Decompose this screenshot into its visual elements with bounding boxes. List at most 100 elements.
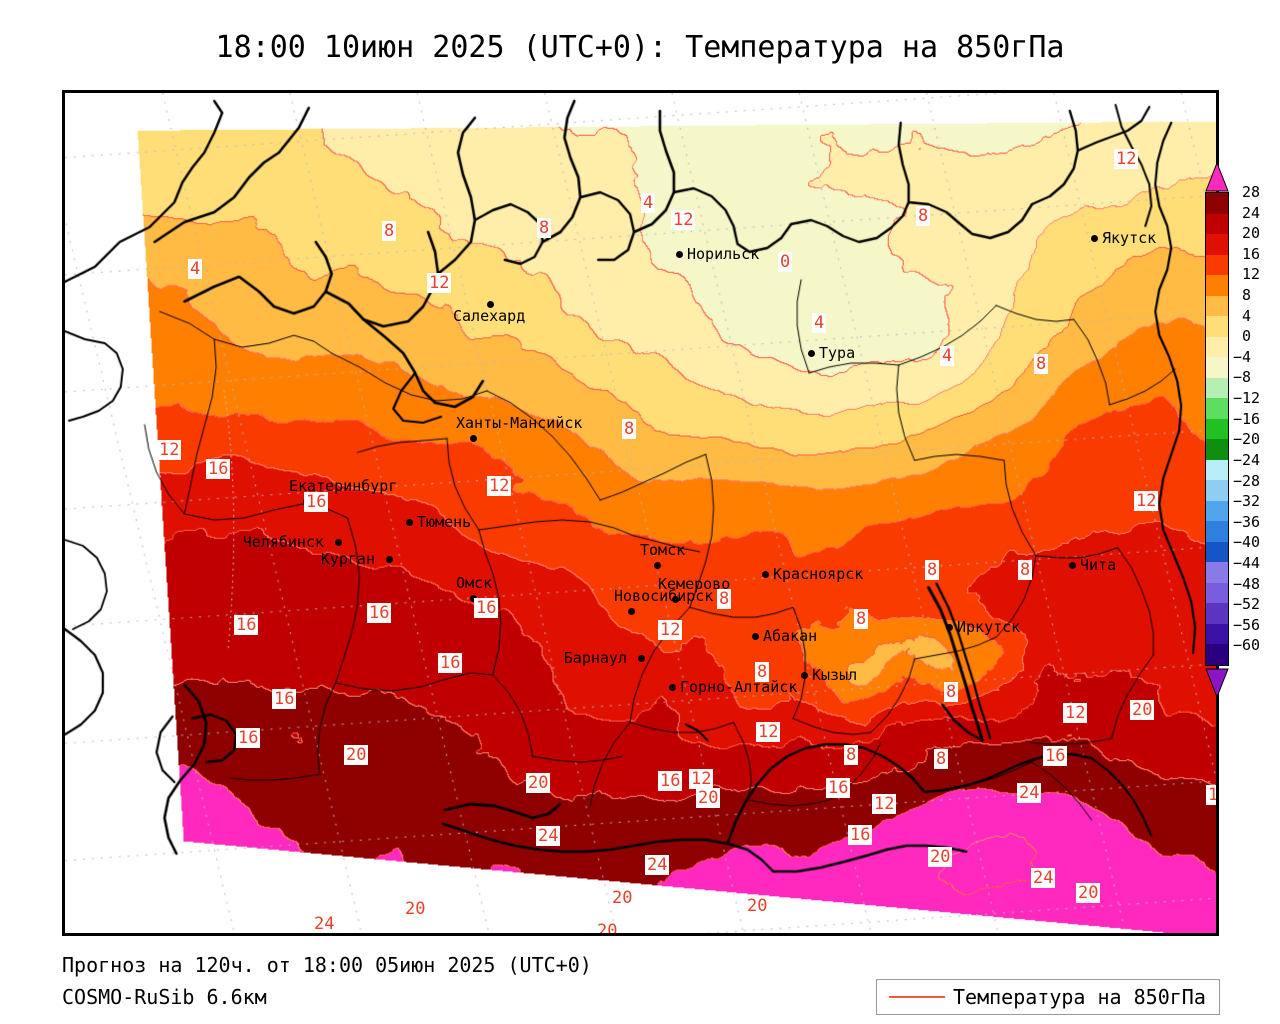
colorbar-tick-0: 0 [1242, 327, 1252, 346]
contour-label: 8 [934, 749, 949, 769]
contour-label: 20 [1076, 883, 1101, 903]
colorbar-tick-12: 12 [1242, 265, 1261, 284]
contour-label: 8 [1018, 560, 1033, 580]
contour-label: 12 [427, 273, 452, 293]
colorbar-tick-4: 4 [1242, 306, 1252, 325]
contour-label: 20 [928, 847, 953, 867]
city-dot-icon [1069, 562, 1076, 569]
contour-label: 16 [1206, 785, 1216, 805]
colorbar-band--52 [1206, 603, 1228, 624]
city-name-label: Тура [819, 344, 856, 362]
colorbar-tick--4: −4 [1233, 347, 1252, 366]
colorbar-band--24 [1206, 459, 1228, 481]
contour-label: 20 [344, 745, 369, 765]
city-dot-icon [654, 562, 661, 569]
colorbar-band--40 [1206, 541, 1228, 563]
colorbar-over-arrow-icon [1205, 161, 1229, 192]
colorbar-tick--44: −44 [1233, 553, 1261, 572]
city-name-label: Кызыл [812, 666, 858, 684]
city-name-label: Якутск [1102, 229, 1157, 247]
colorbar-tick--60: −60 [1233, 636, 1261, 655]
colorbar-tick--20: −20 [1233, 430, 1261, 449]
weather-map[interactable]: Якутск Норильск Салехард Тура Ханты-Мансийск… [62, 90, 1219, 936]
city-dot-icon [946, 624, 953, 631]
city-name-label: Ханты-Мансийск [456, 414, 583, 432]
contour-label: 12 [1134, 491, 1159, 511]
contour-label: 20 [526, 773, 551, 793]
city-dot-icon [1091, 235, 1098, 242]
colorbar-band--16 [1206, 418, 1228, 440]
legend: Температура на 850гПа [876, 979, 1220, 1015]
colorbar: 28 24 20 16 12 8 4 0 −4 −8 −12 −16 −20 −24 −28 −32 −36 −4… [1200, 160, 1278, 700]
contour-label: 4 [812, 313, 827, 333]
colorbar-band--48 [1206, 582, 1228, 604]
city-dot-icon [676, 251, 683, 258]
city-name-label: Новосибирск [614, 587, 714, 605]
colorbar-band-8 [1206, 295, 1228, 317]
contour-label: 8 [755, 662, 770, 682]
colorbar-band-4 [1206, 316, 1228, 337]
city-name-label: Томск [640, 541, 686, 559]
colorbar-band--28 [1206, 480, 1228, 501]
contour-label: 20 [595, 921, 620, 933]
colorbar-band-20 [1206, 234, 1228, 255]
colorbar-band-28 [1206, 193, 1228, 214]
colorbar-band--36 [1206, 521, 1228, 542]
contour-label: 12 [689, 769, 714, 789]
colorbar-band--60 [1206, 644, 1228, 665]
contour-label: 12 [1114, 149, 1139, 169]
contour-label: 24 [312, 914, 337, 934]
legend-label: Температура на 850гПа [953, 985, 1206, 1009]
contour-label: 8 [916, 206, 931, 226]
colorbar-tick--48: −48 [1233, 574, 1261, 593]
colorbar-band--12 [1206, 398, 1228, 419]
city-name-label: Екатеринбург [289, 477, 398, 495]
colorbar-tick--36: −36 [1233, 512, 1261, 531]
colorbar-band-12 [1206, 275, 1228, 296]
contour-label: 12 [658, 620, 683, 640]
contour-label: 12 [756, 722, 781, 742]
colorbar-under-arrow-icon [1205, 668, 1229, 699]
city-name-label: Чита [1080, 556, 1117, 574]
colorbar-tick--52: −52 [1233, 595, 1261, 614]
colorbar-tick-16: 16 [1242, 244, 1261, 263]
city-dot-icon [801, 672, 808, 679]
city-dot-icon [335, 539, 342, 546]
city-dot-icon [672, 596, 679, 603]
page-title: 18:00 10июн 2025 (UTC+0): Температура на… [215, 30, 1065, 65]
colorbar-band--44 [1206, 562, 1228, 583]
contour-label: 16 [438, 653, 463, 673]
colorbar-tick--40: −40 [1233, 533, 1261, 552]
colorbar-tick-labels: 28 24 20 16 12 8 4 0 −4 −8 −12 −16 −20 −24 −28 −32 −36 −4… [1233, 185, 1279, 666]
contour-label: 16 [272, 689, 297, 709]
city-dot-icon [628, 608, 635, 615]
contour-label: 24 [536, 826, 561, 846]
city-dot-icon [470, 435, 477, 442]
contour-label: 16 [848, 825, 873, 845]
city-dot-icon [470, 595, 477, 602]
colorbar-tick--32: −32 [1233, 492, 1261, 511]
contour-label: 8 [854, 609, 869, 629]
contour-label: 16 [234, 615, 259, 635]
city-dot-icon [638, 655, 645, 662]
contour-label: 0 [778, 252, 793, 272]
city-name-label: Омск [456, 574, 493, 592]
contour-label: 20 [696, 788, 721, 808]
city-name-label: Горно-Алтайск [680, 678, 798, 696]
contour-label: 24 [1031, 868, 1056, 888]
city-dot-icon [386, 556, 393, 563]
contour-label: 12 [872, 794, 897, 814]
contour-label: 8 [537, 218, 552, 238]
city-name-label: Барнаул [563, 649, 627, 667]
city-dot-icon [487, 301, 494, 308]
colorbar-bands [1205, 192, 1229, 666]
city-dot-icon [752, 633, 759, 640]
colorbar-band--20 [1206, 439, 1228, 460]
contour-label: 20 [745, 896, 770, 916]
contour-label: 12 [671, 210, 696, 230]
contour-label: 12 [487, 476, 512, 496]
contour-label: 16 [304, 492, 329, 512]
colorbar-tick-20: 20 [1242, 224, 1261, 243]
temperature-field-canvas [65, 93, 1216, 933]
contour-label: 4 [641, 193, 656, 213]
